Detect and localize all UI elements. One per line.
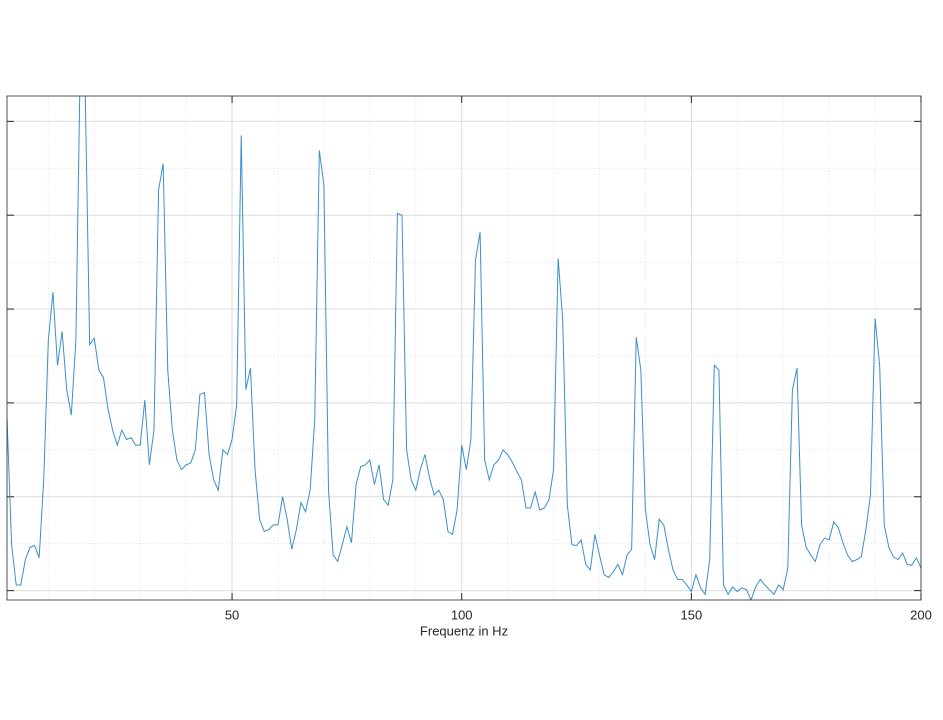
x-tick-label: 200 <box>910 607 932 622</box>
x-tick-label: 100 <box>451 607 473 622</box>
axes-box <box>6 95 922 601</box>
x-tick-label: 50 <box>225 607 239 622</box>
spectrum-line <box>7 96 921 600</box>
plot-area <box>7 96 921 600</box>
x-tick-label: 150 <box>681 607 703 622</box>
x-axis-label: Frequenz in Hz <box>420 623 508 638</box>
